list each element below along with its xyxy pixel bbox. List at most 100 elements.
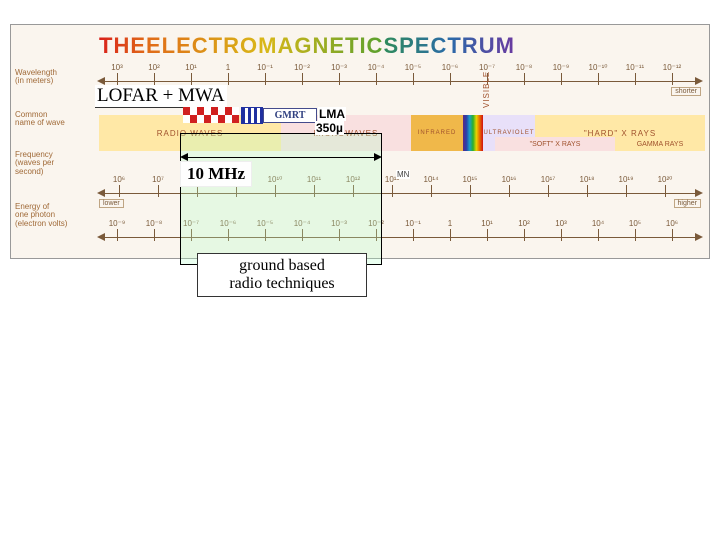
label-frequency: Frequency(waves persecond): [15, 151, 85, 176]
overlay-mn: MN: [396, 170, 410, 179]
tick: [392, 185, 393, 197]
arrow-right-icon: [695, 77, 703, 85]
tick-label: 10⁶: [666, 219, 678, 228]
tick: [413, 229, 414, 241]
tick: [598, 229, 599, 241]
tick: [117, 73, 118, 85]
tick: [635, 73, 636, 85]
tick: [191, 73, 192, 85]
overlay-gmrt: GMRT: [263, 108, 317, 123]
arrow-line: [186, 157, 376, 158]
ground-line1: ground based: [239, 257, 325, 274]
tick: [450, 73, 451, 85]
tick: [119, 185, 120, 197]
overlay-lofar: LOFAR + MWA: [95, 85, 227, 108]
spectrum-panel: THE ELECTROMAGNETIC SPECTRUM Wavelength(…: [10, 24, 710, 259]
tick-label: 10⁵: [629, 219, 641, 228]
tick-label: 10¹⁵: [463, 175, 478, 184]
tick-label: 10¹: [185, 63, 197, 72]
tick-label: 10⁻³: [331, 63, 347, 72]
tick-label: 10⁻²: [294, 63, 310, 72]
ground-line2: radio techniques: [229, 275, 334, 292]
tick-label: 10¹⁴: [424, 175, 439, 184]
band-label: GAMMA RAYS: [637, 141, 684, 148]
tick: [524, 229, 525, 241]
tick: [561, 229, 562, 241]
band-label: ULTRAVIOLET: [483, 130, 534, 136]
tick-label: 10⁻⁸: [146, 219, 163, 228]
overlay-10mhz: 10 MHz: [180, 161, 252, 187]
shorter-label: shorter: [671, 87, 701, 96]
title: THE ELECTROMAGNETIC SPECTRUM: [99, 33, 515, 59]
label-common-name: Commonname of wave: [15, 111, 85, 128]
checker-pattern: [183, 107, 239, 124]
tick: [154, 229, 155, 241]
tick: [672, 229, 673, 241]
arrow-right-icon: [374, 153, 382, 161]
tick: [154, 73, 155, 85]
tick: [635, 229, 636, 241]
overlay-lma: LMA: [318, 107, 346, 121]
tick: [158, 185, 159, 197]
tick: [228, 73, 229, 85]
tick-label: 10⁷: [152, 175, 164, 184]
band-label: INFRARED: [418, 130, 457, 136]
tick-label: 1: [448, 219, 452, 228]
overlay-350mu: 350µ: [315, 121, 344, 135]
tick-label: 10⁻¹⁰: [589, 63, 608, 72]
lower-label: lower: [99, 199, 124, 208]
tick-label: 10¹: [481, 219, 493, 228]
band-visible: VISIBLE: [463, 115, 483, 151]
band-soft-xray: "SOFT" X RAYS: [495, 137, 615, 151]
tick: [509, 185, 510, 197]
tick: [524, 73, 525, 85]
tick: [561, 73, 562, 85]
tick-label: 10⁻⁴: [368, 63, 385, 72]
label-wavelength: Wavelength(in meters): [15, 69, 57, 86]
tick-label: 10¹⁷: [541, 175, 555, 184]
tick-label: 10⁻⁶: [442, 63, 458, 72]
tick: [339, 73, 340, 85]
tick-label: 10²: [148, 63, 160, 72]
tick-label: 10⁻¹²: [663, 63, 681, 72]
tick: [413, 73, 414, 85]
tick: [487, 229, 488, 241]
tick-label: 10²⁰: [658, 175, 673, 184]
tick: [302, 73, 303, 85]
tick-label: 10²: [518, 219, 530, 228]
axis-line: [103, 81, 697, 82]
tick: [470, 185, 471, 197]
tick: [450, 229, 451, 241]
tick-label: 10¹⁹: [619, 175, 634, 184]
tick-label: 10⁻¹: [257, 63, 273, 72]
tick: [265, 73, 266, 85]
label-photon-energy: Energy ofone photon(electron volts): [15, 203, 85, 228]
tick-label: 10⁻⁹: [109, 219, 126, 228]
tick-label: 10⁻⁸: [516, 63, 533, 72]
tick: [587, 185, 588, 197]
tick-label: 10⁴: [592, 219, 604, 228]
tick-label: 10⁶: [113, 175, 125, 184]
tick-label: 1: [226, 63, 230, 72]
tick-label: 10⁻¹¹: [626, 63, 644, 72]
arrow-right-icon: [695, 233, 703, 241]
tick: [665, 185, 666, 197]
tick-label: 10⁻⁵: [405, 63, 421, 72]
ground-based-box: ground based radio techniques: [197, 253, 367, 297]
band-gamma: GAMMA RAYS: [615, 137, 705, 151]
tick: [672, 73, 673, 85]
tick-label: 10⁻¹: [405, 219, 421, 228]
tick: [626, 185, 627, 197]
band-label: "SOFT" X RAYS: [530, 141, 581, 148]
tick-label: 10³: [111, 63, 123, 72]
tick: [598, 73, 599, 85]
tick-label: 10¹⁶: [502, 175, 517, 184]
stripe-pattern: [241, 107, 263, 124]
tick-label: 10³: [555, 219, 567, 228]
band-infrared: INFRARED: [411, 115, 463, 151]
tick: [431, 185, 432, 197]
arrow-right-icon: [695, 189, 703, 197]
higher-label: higher: [674, 199, 701, 208]
tick: [117, 229, 118, 241]
band-label: VISIBLE: [482, 71, 491, 108]
